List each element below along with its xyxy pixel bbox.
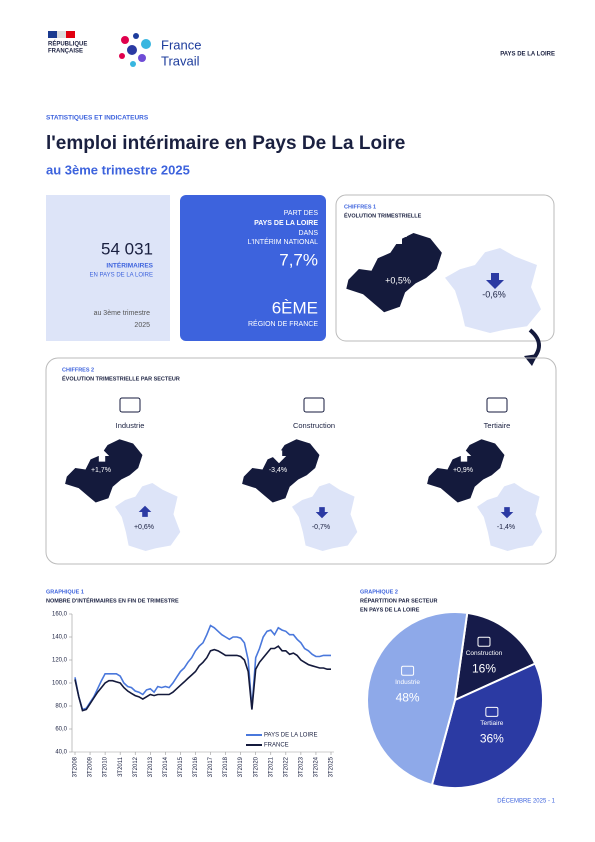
map-value: -1,4% <box>497 524 515 531</box>
pie-slice <box>453 611 537 702</box>
map-value: -0,6% <box>482 289 506 299</box>
kpi-value: 6ÈME <box>272 298 318 317</box>
map-france <box>477 483 543 551</box>
slice-label: Construction <box>466 650 503 657</box>
panel <box>45 357 557 565</box>
map-value: +1,7% <box>91 467 111 474</box>
map-value: +0,9% <box>453 467 473 474</box>
map-value: +0,5% <box>385 275 411 285</box>
logo-text: RÉPUBLIQUE <box>48 40 87 48</box>
panel-kicker: CHIFFRES 1 <box>344 204 376 210</box>
kpi-label: EN PAYS DE LA LOIRE <box>90 273 153 279</box>
chart-title: NOMBRE D'INTÉRIMAIRES EN FIN DE TRIMESTR… <box>46 596 179 604</box>
x-tick-label: 3T2016 <box>193 756 199 777</box>
x-tick-label: 3T2022 <box>283 756 289 777</box>
y-tick-label: 160,0 <box>52 612 68 618</box>
chart-title: RÉPARTITION PAR SECTEUR <box>360 596 437 604</box>
panel <box>335 194 555 342</box>
chart-title: EN PAYS DE LA LOIRE <box>360 607 420 613</box>
map-value: -3,4% <box>269 467 287 474</box>
x-tick-label: 3T2021 <box>268 756 274 777</box>
slice-value: 16% <box>472 661 496 675</box>
kpi-box <box>180 195 326 341</box>
map-value: +0,6% <box>134 524 154 531</box>
map-france <box>115 483 181 551</box>
kpi-value: 54 031 <box>101 239 153 258</box>
x-tick-label: 3T2025 <box>329 756 335 777</box>
slice-value: 36% <box>480 732 504 746</box>
kpi-label: RÉGION DE FRANCE <box>248 319 318 328</box>
sector-icon <box>486 397 508 413</box>
x-tick-label: 3T2012 <box>133 756 139 777</box>
slice-icon <box>477 636 491 647</box>
connector <box>524 354 538 366</box>
slice-icon <box>401 665 415 676</box>
kpi-label: L'INTÉRIM NATIONAL <box>248 237 319 246</box>
x-tick-label: 3T2018 <box>223 756 229 777</box>
footer: DÉCEMBRE 2025 - 1 <box>497 798 555 805</box>
x-tick-label: 3T2010 <box>103 756 109 777</box>
logo-dots <box>119 33 151 67</box>
x-tick-label: 3T2011 <box>118 756 124 777</box>
slice-label: Industrie <box>395 679 420 686</box>
kpi-value: 7,7% <box>279 250 318 269</box>
logo-text: France <box>161 37 201 52</box>
region-tag: PAYS DE LA LOIRE <box>500 52 555 58</box>
kpi-label: PAYS DE LA LOIRE <box>254 220 318 227</box>
kicker: STATISTIQUES ET INDICATEURS <box>46 115 149 122</box>
x-tick-label: 3T2020 <box>253 756 259 777</box>
chart-label: GRAPHIQUE 2 <box>360 589 398 595</box>
kpi-box <box>46 195 170 341</box>
logo-text: Travail <box>161 53 200 68</box>
x-tick-label: 3T2017 <box>208 756 214 777</box>
sector-icon <box>303 397 325 413</box>
map-value: -0,7% <box>312 524 330 531</box>
pie-slice <box>430 662 544 789</box>
map-region <box>346 233 442 313</box>
slice-icon <box>485 706 499 717</box>
subtitle: au 3ème trimestre 2025 <box>46 162 190 177</box>
panel-title: ÉVOLUTION TRIMESTRIELLE <box>344 211 422 219</box>
y-tick-label: 60,0 <box>55 727 67 733</box>
logo-marianne <box>48 31 75 38</box>
x-tick-label: 3T2014 <box>163 756 169 777</box>
panel-kicker: CHIFFRES 2 <box>62 367 94 373</box>
legend-label: PAYS DE LA LOIRE <box>264 733 317 739</box>
y-tick-label: 80,0 <box>55 704 67 710</box>
panel-title: ÉVOLUTION TRIMESTRIELLE PAR SECTEUR <box>62 374 180 382</box>
x-tick-label: 3T2015 <box>178 756 184 777</box>
kpi-label: INTÉRIMAIRES <box>106 261 153 270</box>
y-tick-label: 140,0 <box>52 635 68 641</box>
kpi-period: au 3ème trimestre <box>94 310 151 317</box>
map-france <box>292 483 358 551</box>
y-tick-label: 120,0 <box>52 658 68 664</box>
title: l'emploi intérimaire en Pays De La Loire <box>46 133 405 154</box>
kpi-label: DANS <box>299 230 319 237</box>
y-tick-label: 100,0 <box>52 681 68 687</box>
slice-value: 48% <box>396 690 420 704</box>
sector-name: Construction <box>293 421 335 430</box>
x-tick-label: 3T2019 <box>238 756 244 777</box>
y-tick-label: 40,0 <box>55 750 67 756</box>
line-series <box>74 645 331 712</box>
slice-label: Tertiaire <box>480 720 504 727</box>
line-series <box>74 624 331 711</box>
kpi-label: PART DES <box>284 210 319 217</box>
kpi-period: 2025 <box>134 322 150 329</box>
chart-label: GRAPHIQUE 1 <box>46 589 84 595</box>
sector-name: Industrie <box>116 421 145 430</box>
x-tick-label: 3T2023 <box>298 756 304 777</box>
x-tick-label: 3T2009 <box>88 756 94 777</box>
x-tick-label: 3T2008 <box>73 756 79 777</box>
legend-label: FRANCE <box>264 743 289 749</box>
x-tick-label: 3T2013 <box>148 756 154 777</box>
sector-name: Tertiaire <box>484 421 511 430</box>
pie-slice <box>366 611 469 787</box>
sector-icon <box>119 397 141 413</box>
logo-text: FRANÇAISE <box>48 49 83 55</box>
x-tick-label: 3T2024 <box>314 756 320 777</box>
